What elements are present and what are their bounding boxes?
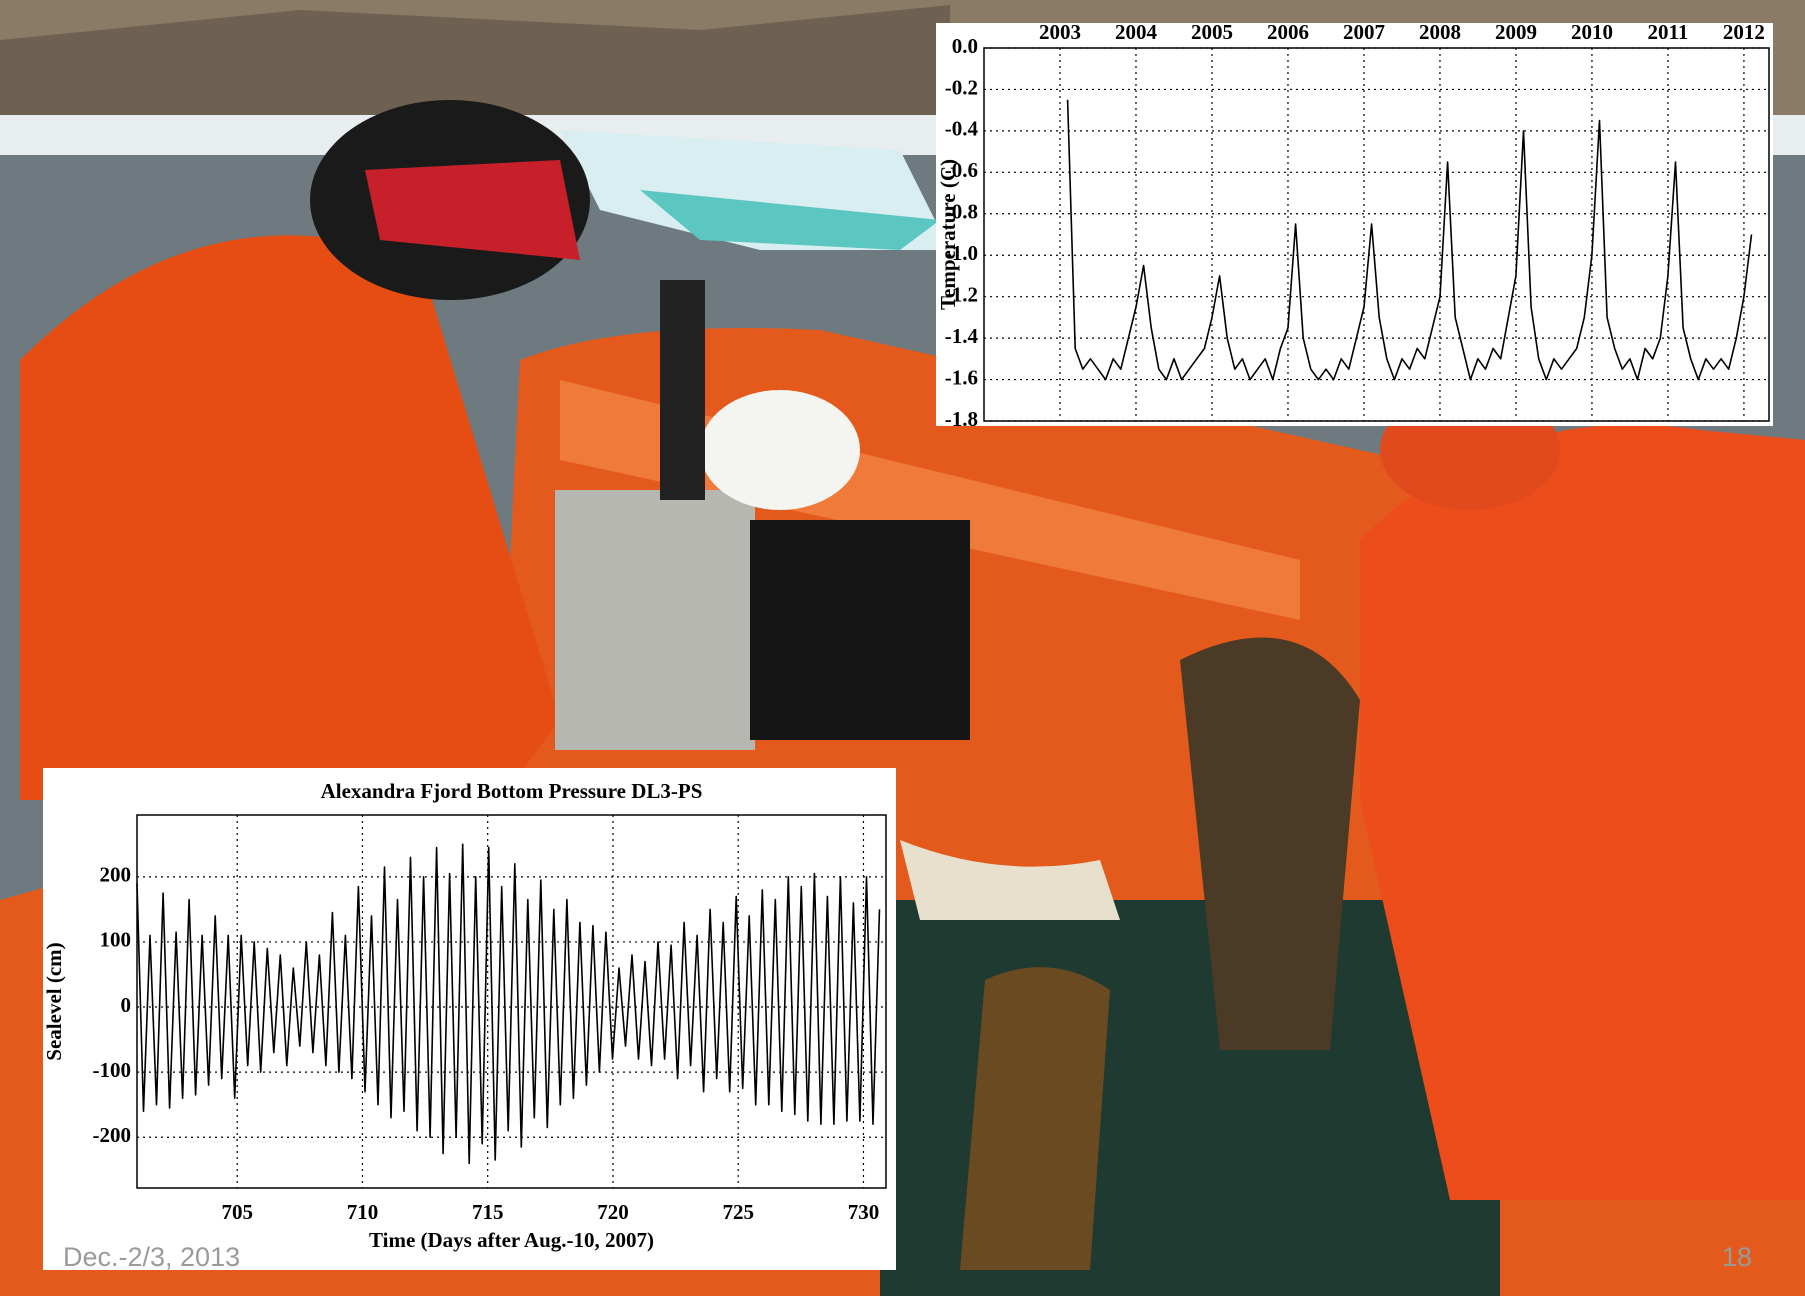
x-tick-label: 2012 [1723, 20, 1765, 44]
y-tick-label: 0 [121, 993, 132, 1017]
page: 0.0-0.2-0.4-0.6-0.8-1.0-1.2-1.4-1.6-1.82… [0, 0, 1805, 1296]
y-tick-label: -1.6 [945, 365, 978, 389]
person-right [1360, 425, 1805, 1200]
slide: 0.0-0.2-0.4-0.6-0.8-1.0-1.2-1.4-1.6-1.82… [0, 0, 1805, 1296]
chart-background [43, 768, 896, 1270]
x-tick-label: 2009 [1495, 20, 1537, 44]
chart-title: Alexandra Fjord Bottom Pressure DL3-PS [321, 779, 703, 803]
y-tick-label: -1.4 [945, 324, 979, 348]
y-tick-label: 0.0 [952, 34, 978, 58]
y-axis-label: Sealevel (cm) [42, 942, 66, 1060]
y-tick-label: 100 [100, 928, 132, 952]
x-tick-label: 2007 [1343, 20, 1385, 44]
bucket [700, 390, 860, 510]
y-tick-label: 200 [100, 863, 132, 887]
x-tick-label: 720 [597, 1200, 629, 1224]
x-axis-label: Time (Days after Aug.-10, 2007) [369, 1228, 654, 1252]
chart: -200 -100 0 100 200 705 710 715 720 725 730 Alexand… [42, 768, 896, 1270]
x-tick-label: 2006 [1267, 20, 1309, 44]
y-tick-label: -100 [93, 1058, 132, 1082]
y-tick-label: -1.8 [945, 407, 978, 431]
page-number: 18 [1722, 1242, 1752, 1272]
x-tick-label: 730 [848, 1200, 880, 1224]
x-tick-label: 2008 [1419, 20, 1461, 44]
y-tick-label: -200 [93, 1123, 132, 1147]
x-tick-label: 2005 [1191, 20, 1233, 44]
chart: 0.0-0.2-0.4-0.6-0.8-1.0-1.2-1.4-1.6-1.82… [936, 20, 1773, 431]
y-tick-label: -0.2 [945, 75, 978, 99]
metal-box [555, 490, 755, 750]
x-tick-label: 2003 [1039, 20, 1081, 44]
x-tick-label: 2010 [1571, 20, 1613, 44]
crate [750, 520, 970, 740]
post [660, 280, 705, 500]
instrument [960, 967, 1110, 1270]
y-axis-label: Temperature (C) [936, 159, 960, 310]
y-tick-label: -0.4 [945, 117, 979, 141]
x-tick-label: 725 [722, 1200, 754, 1224]
x-tick-label: 2004 [1115, 20, 1158, 44]
x-tick-label: 2011 [1648, 20, 1689, 44]
x-tick-label: 710 [347, 1200, 379, 1224]
chart-background [936, 23, 1773, 426]
footer-date: Dec.-2/3, 2013 [63, 1242, 240, 1272]
x-tick-label: 705 [221, 1200, 253, 1224]
x-tick-label: 715 [472, 1200, 504, 1224]
